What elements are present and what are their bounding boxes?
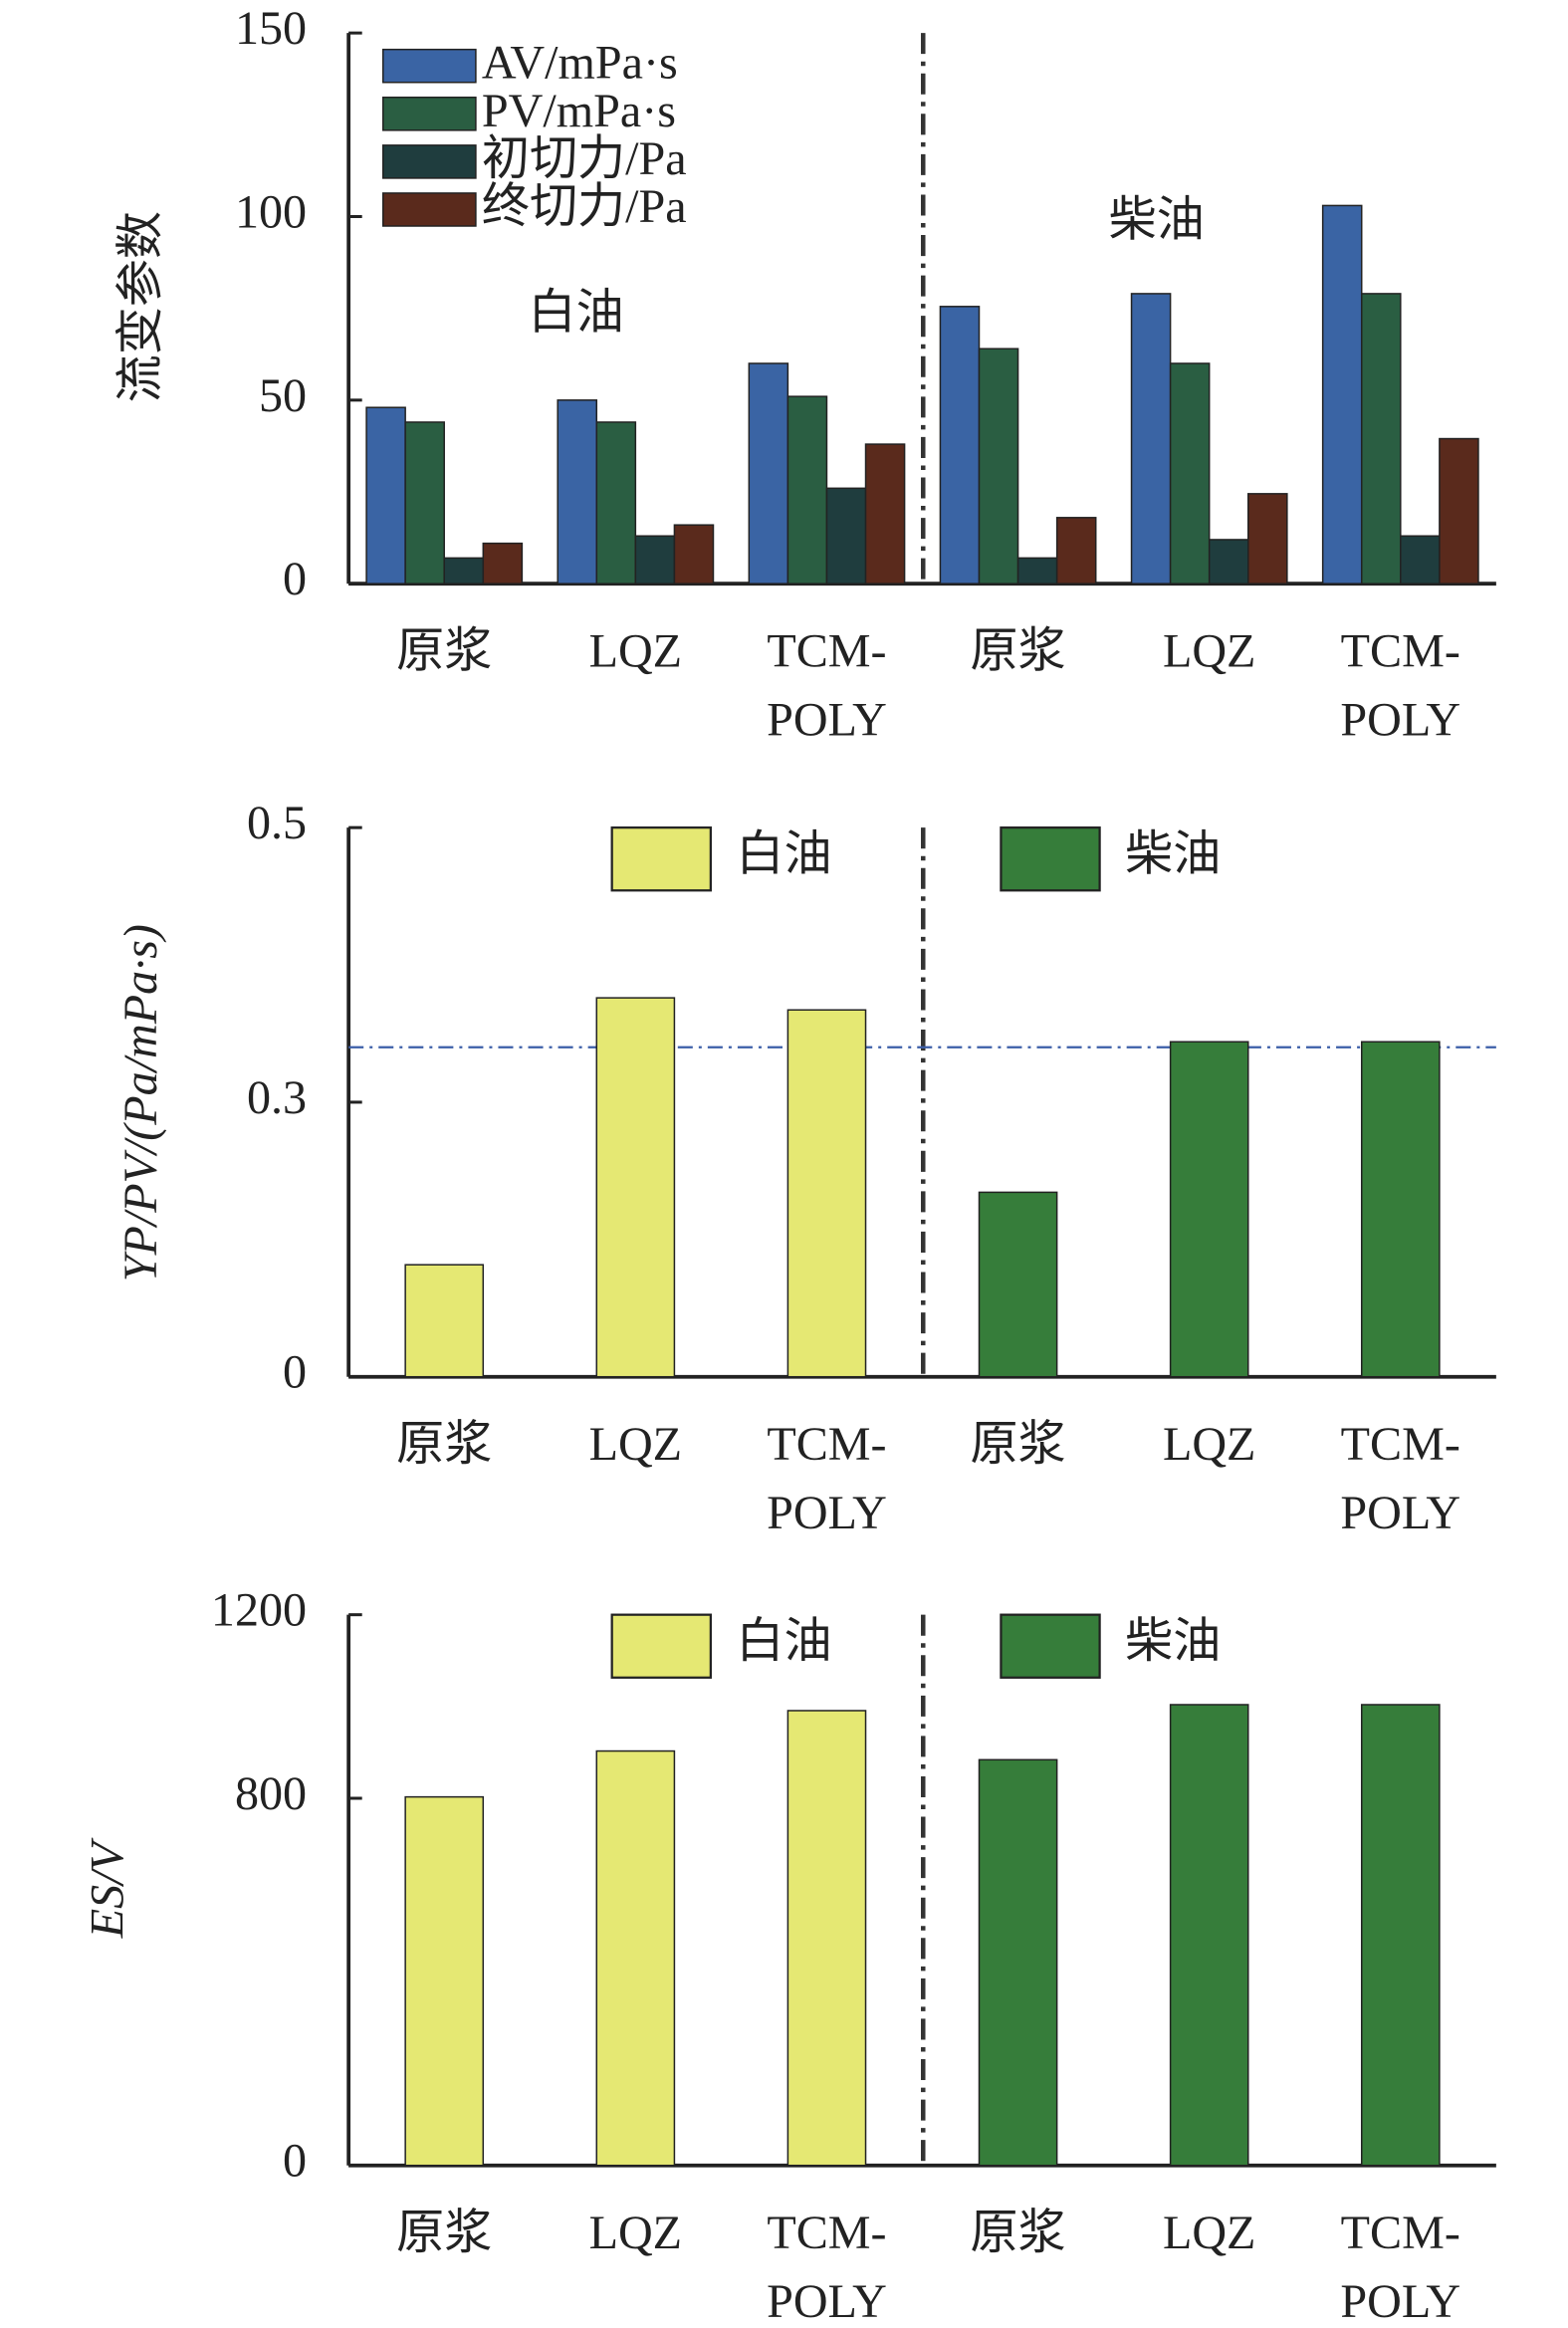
- x-tick-label: TCM-POLY: [1340, 624, 1460, 746]
- bar: [1169, 362, 1211, 584]
- bar: [1360, 293, 1402, 584]
- legend-label: 初切力/Pa: [482, 132, 687, 185]
- x-tick-label: 原浆: [970, 2207, 1065, 2259]
- annotation: 柴油: [1109, 194, 1205, 247]
- bar: [673, 524, 715, 584]
- y-tick-label: 150: [235, 2, 307, 55]
- y-axis-label: YP/PV/(Pa/mPa·s): [114, 924, 167, 1281]
- bar: [864, 443, 906, 584]
- bar: [978, 1758, 1058, 2167]
- legend-label: 白油: [736, 1615, 831, 1668]
- y-tick-label: 50: [259, 369, 307, 422]
- bar: [825, 487, 867, 584]
- bar: [595, 997, 676, 1378]
- legend-swatch: [1000, 826, 1101, 892]
- legend-label: AV/mPa·s: [482, 37, 678, 90]
- legend-swatch: [381, 192, 477, 227]
- bar: [786, 1009, 867, 1378]
- y-axis-label: ES/V: [82, 1837, 134, 1939]
- bar: [786, 395, 828, 584]
- y-tick-label: 100: [235, 186, 307, 239]
- bar: [1169, 1704, 1249, 2167]
- x-tick-label: LQZ: [1163, 1418, 1255, 1471]
- legend-swatch: [381, 48, 477, 84]
- x-tick-label: 原浆: [970, 1418, 1065, 1471]
- x-tick-label: 原浆: [396, 624, 492, 677]
- bar: [939, 306, 981, 584]
- bar: [595, 421, 637, 584]
- bar: [404, 1795, 485, 2167]
- y-tick-label: 0.5: [247, 797, 307, 849]
- y-tick-label: 1200: [211, 1584, 307, 1637]
- y-tick-label: 0.3: [247, 1071, 307, 1124]
- x-tick-label: 原浆: [396, 1418, 492, 1471]
- x-tick-label: TCM-POLY: [767, 624, 887, 746]
- legend-swatch: [610, 826, 712, 892]
- bar: [634, 535, 676, 584]
- legend-swatch: [1000, 1613, 1101, 1679]
- bar: [557, 399, 598, 584]
- x-tick-label: LQZ: [589, 1418, 682, 1471]
- bar: [1400, 535, 1441, 584]
- bar: [404, 1264, 485, 1378]
- y-tick-label: 0: [283, 2135, 307, 2188]
- bar: [1439, 437, 1479, 584]
- bar: [748, 362, 789, 584]
- y-tick-label: 0: [283, 1346, 307, 1399]
- bar: [1360, 1041, 1441, 1378]
- bar: [1169, 1041, 1249, 1378]
- bar: [1130, 293, 1172, 584]
- x-tick-label: 原浆: [970, 624, 1065, 677]
- bar: [1360, 1704, 1441, 2167]
- legend-swatch: [610, 1613, 712, 1679]
- legend-swatch: [381, 144, 477, 179]
- bar: [1247, 493, 1288, 584]
- bar: [595, 1749, 676, 2167]
- x-tick-label: LQZ: [1163, 624, 1255, 677]
- bar: [404, 421, 445, 584]
- x-tick-label: LQZ: [589, 624, 682, 677]
- x-tick-label: TCM-POLY: [767, 1418, 887, 1539]
- bar: [1321, 204, 1363, 584]
- y-tick-label: 800: [235, 1767, 307, 1820]
- bar: [786, 1710, 867, 2167]
- legend-label: 柴油: [1125, 1615, 1221, 1668]
- x-tick-label: LQZ: [1163, 2207, 1255, 2259]
- x-tick-label: TCM-POLY: [1340, 1418, 1460, 1539]
- x-tick-label: TCM-POLY: [1340, 2207, 1460, 2328]
- bar: [482, 542, 524, 584]
- x-tick-label: LQZ: [589, 2207, 682, 2259]
- x-tick-label: TCM-POLY: [767, 2207, 887, 2328]
- annotation: 白油: [529, 287, 624, 340]
- bar: [978, 1191, 1058, 1378]
- legend-label: 柴油: [1125, 828, 1221, 881]
- legend-label: 白油: [736, 828, 831, 881]
- legend-swatch: [381, 97, 477, 131]
- bar: [1055, 517, 1097, 584]
- bar: [1208, 539, 1249, 584]
- x-tick-label: 原浆: [396, 2207, 492, 2259]
- bar: [443, 557, 485, 584]
- y-tick-label: 0: [283, 553, 307, 605]
- bar: [365, 406, 406, 584]
- legend-label: PV/mPa·s: [482, 85, 676, 137]
- bar: [978, 348, 1019, 584]
- bar: [1016, 557, 1058, 584]
- legend-label: 终切力/Pa: [482, 180, 687, 233]
- y-axis-label: 流变参数: [114, 211, 167, 402]
